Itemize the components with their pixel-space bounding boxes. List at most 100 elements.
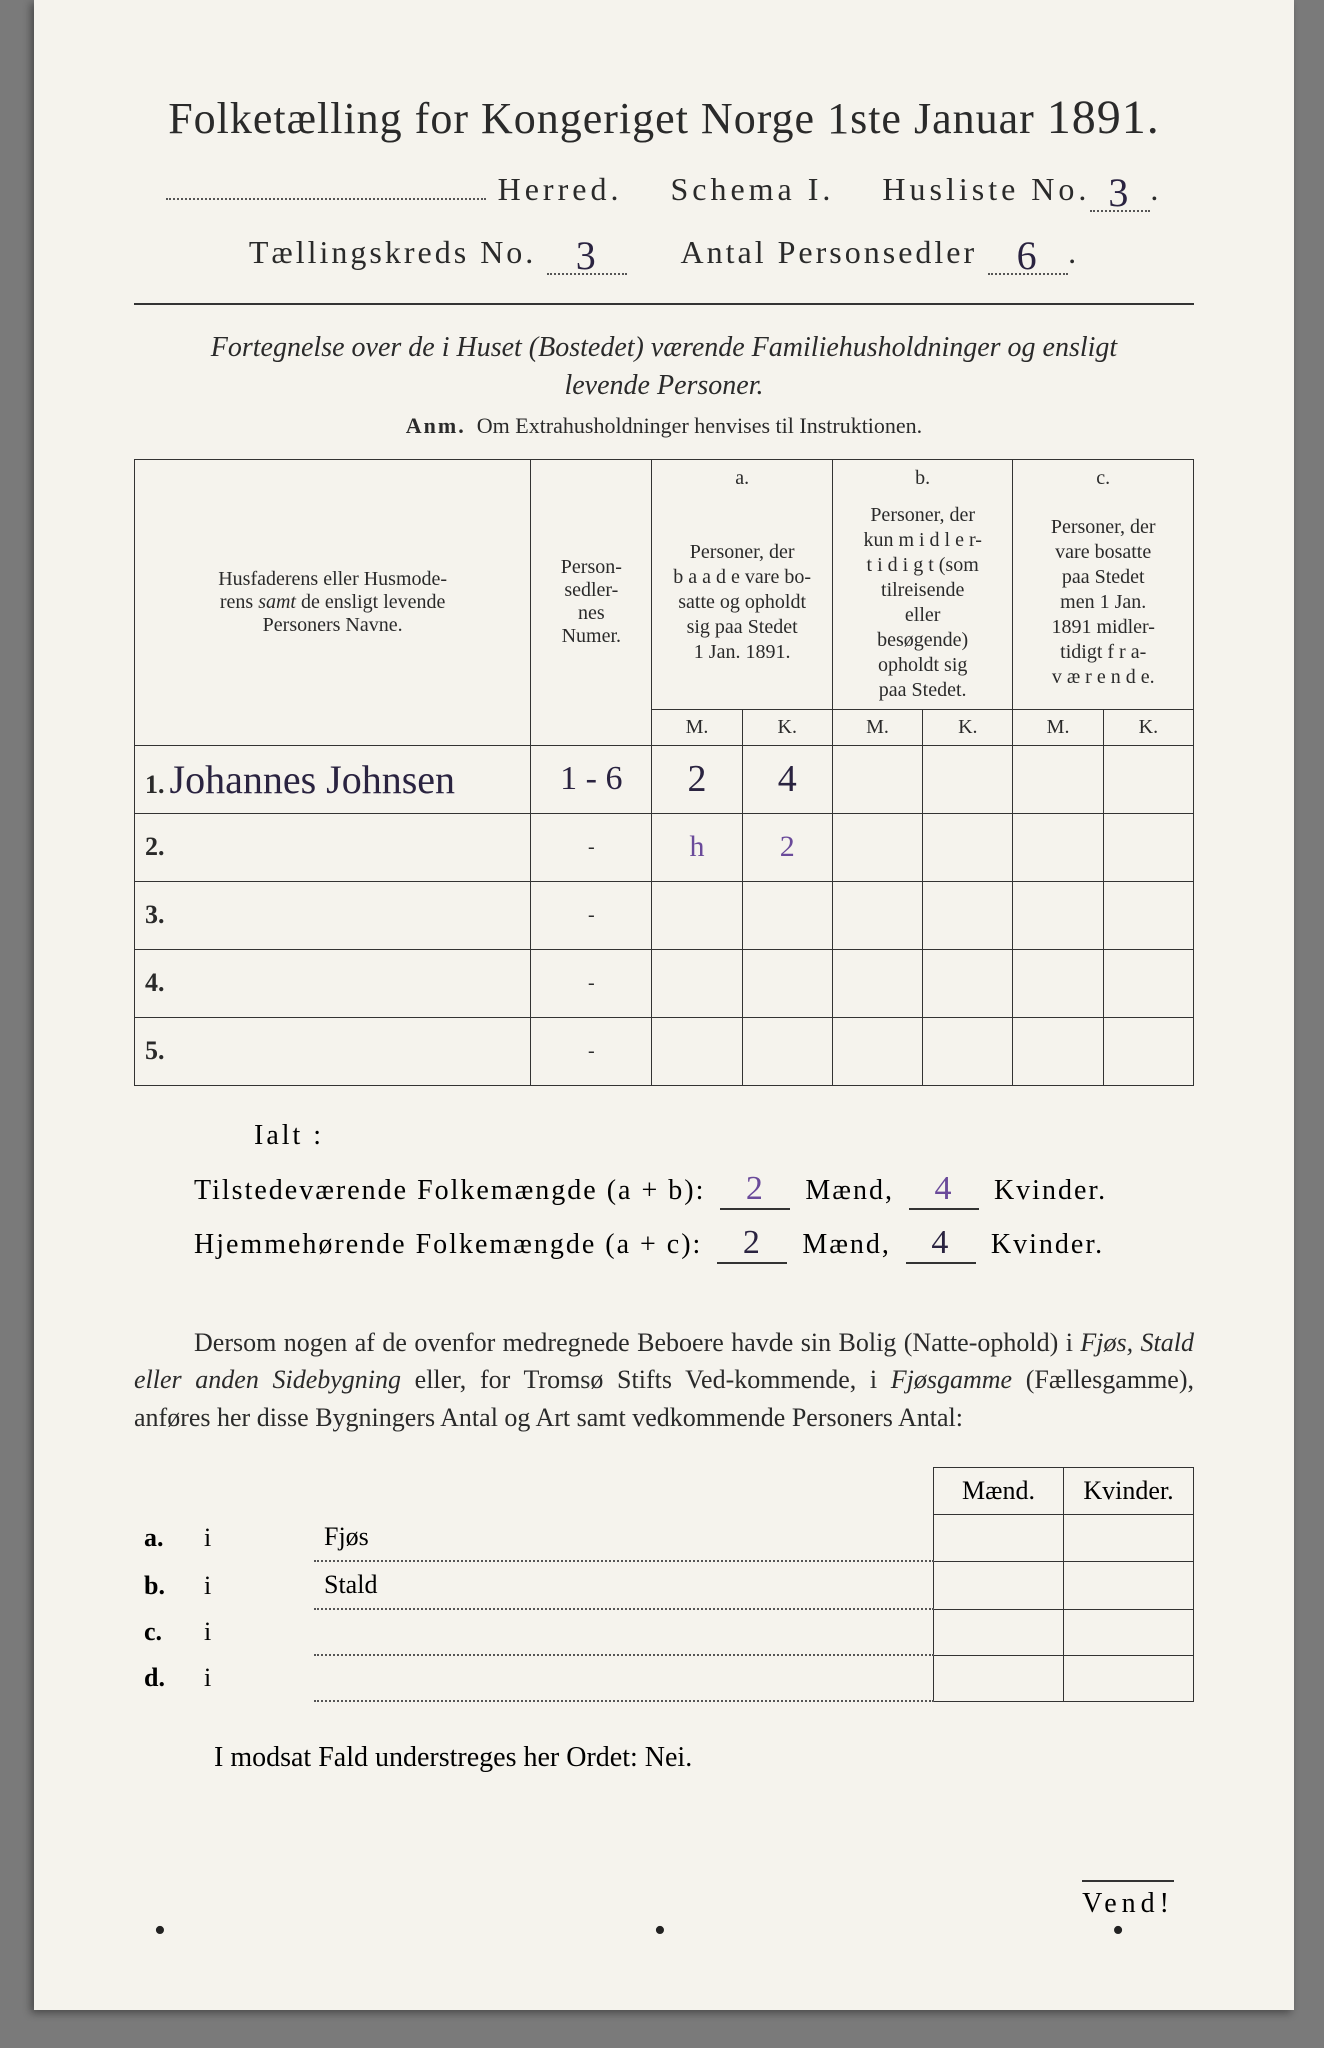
row-name[interactable]: 1. Johannes Johnsen <box>135 745 531 813</box>
sr-typ[interactable] <box>314 1655 934 1701</box>
row-bK[interactable] <box>923 1017 1013 1085</box>
sr-m[interactable] <box>934 1655 1064 1701</box>
row-bM[interactable] <box>832 881 922 949</box>
paragraph: Dersom nogen af de ovenfor medregnede Be… <box>134 1324 1194 1437</box>
v: h <box>690 830 705 863</box>
side-row: b. i Stald <box>134 1561 1194 1609</box>
row-aK[interactable] <box>742 881 832 949</box>
antal-field[interactable]: 6 <box>988 226 1068 275</box>
h-cK: K. <box>1103 709 1193 745</box>
row-bK[interactable] <box>923 949 1013 1017</box>
hb8: paa Stedet. <box>879 679 967 701</box>
row-cK[interactable] <box>1103 881 1193 949</box>
row-name[interactable]: 2. <box>135 813 531 881</box>
v: 4 <box>778 758 797 800</box>
maend-label-2: Mænd, <box>802 1229 891 1260</box>
sr-i: i <box>194 1655 314 1701</box>
sr-lbl: b. <box>134 1561 194 1609</box>
sr-k[interactable] <box>1064 1655 1194 1701</box>
side-row: d. i <box>134 1655 1194 1701</box>
row-num[interactable]: - <box>531 949 652 1017</box>
sr-m[interactable] <box>934 1561 1064 1609</box>
row-bM[interactable] <box>832 1017 922 1085</box>
row-aM[interactable]: h <box>652 813 742 881</box>
row-name[interactable]: 4. <box>135 949 531 1017</box>
row-bM[interactable] <box>832 813 922 881</box>
sum2-k-field[interactable]: 4 <box>906 1224 976 1264</box>
h-aM: M. <box>652 709 742 745</box>
row-bK[interactable] <box>923 881 1013 949</box>
herred-label: Herred. <box>498 171 623 207</box>
ink-mark-icon: • <box>1112 1912 1124 1950</box>
sr-m[interactable] <box>934 1609 1064 1655</box>
row-bM[interactable] <box>832 949 922 1017</box>
kvinder-label: Kvinder. <box>994 1175 1107 1206</box>
row-bM[interactable] <box>832 745 922 813</box>
row-aM[interactable] <box>652 1017 742 1085</box>
sr-typ[interactable]: Fjøs <box>314 1514 934 1561</box>
row-bK[interactable] <box>923 745 1013 813</box>
hc4: men 1 Jan. <box>1060 591 1146 613</box>
row-cK[interactable] <box>1103 1017 1193 1085</box>
row-cM[interactable] <box>1013 949 1103 1017</box>
sum1-m-field[interactable]: 2 <box>720 1170 790 1210</box>
header-line-2: Herred. Schema I. Husliste No.3. <box>134 163 1194 212</box>
v: - <box>588 904 595 926</box>
h-num-3: nes <box>578 602 605 624</box>
side-maend: Mænd. <box>934 1467 1064 1514</box>
row-bK[interactable] <box>923 813 1013 881</box>
head-c-label: c. <box>1013 459 1194 497</box>
v: 2 <box>688 758 707 800</box>
row-name[interactable]: 3. <box>135 881 531 949</box>
sr-k[interactable] <box>1064 1514 1194 1561</box>
hb6: besøgende) <box>877 629 968 651</box>
row-aK[interactable]: 2 <box>742 813 832 881</box>
row-cM[interactable] <box>1013 881 1103 949</box>
kreds-no-field[interactable]: 3 <box>547 226 627 275</box>
sr-k[interactable] <box>1064 1561 1194 1609</box>
row-aK[interactable] <box>742 949 832 1017</box>
row-aK[interactable]: 4 <box>742 745 832 813</box>
hb1: Personer, der <box>870 504 975 526</box>
husliste-label: Husliste No. <box>882 171 1090 207</box>
row-num[interactable]: - <box>531 881 652 949</box>
v: 2 <box>780 830 795 863</box>
row-name[interactable]: 5. <box>135 1017 531 1085</box>
herred-blank[interactable] <box>166 198 486 200</box>
row-cM[interactable] <box>1013 745 1103 813</box>
head-name-1: Husfaderens eller Husmode- <box>218 568 447 590</box>
table-row: 4. - <box>135 949 1194 1017</box>
row-cM[interactable] <box>1013 813 1103 881</box>
row-cK[interactable] <box>1103 745 1193 813</box>
row-aM[interactable]: 2 <box>652 745 742 813</box>
sr-m[interactable] <box>934 1514 1064 1561</box>
hb4: tilreisende <box>881 579 964 601</box>
row-aK[interactable] <box>742 1017 832 1085</box>
row-num[interactable]: - <box>531 1017 652 1085</box>
antal-value: 6 <box>1017 233 1040 278</box>
sum1-k-field[interactable]: 4 <box>909 1170 979 1210</box>
husliste-no-value: 3 <box>1108 170 1132 215</box>
sum-line-1: Tilstedeværende Folkemængde (a + b): 2 M… <box>194 1170 1194 1210</box>
row-num[interactable]: 1 - 6 <box>531 745 652 813</box>
table-row: 2. - h 2 <box>135 813 1194 881</box>
row-cM[interactable] <box>1013 1017 1103 1085</box>
row-cK[interactable] <box>1103 813 1193 881</box>
sr-typ[interactable] <box>314 1609 934 1655</box>
anm-label: Anm. <box>406 413 466 438</box>
kreds-no-value: 3 <box>576 233 599 278</box>
row-num[interactable]: - <box>531 813 652 881</box>
row-aM[interactable] <box>652 949 742 1017</box>
side-kvinder: Kvinder. <box>1064 1467 1194 1514</box>
husliste-no-field[interactable]: 3 <box>1090 163 1150 212</box>
sum2-label: Hjemmehørende Folkemængde (a + c): <box>194 1229 702 1260</box>
kreds-label: Tællingskreds No. <box>249 234 536 270</box>
sum2-m-field[interactable]: 2 <box>717 1224 787 1264</box>
row-n: 1. <box>145 770 165 799</box>
row-aM[interactable] <box>652 881 742 949</box>
sr-lbl: d. <box>134 1655 194 1701</box>
row-cK[interactable] <box>1103 949 1193 1017</box>
sr-k[interactable] <box>1064 1609 1194 1655</box>
sr-typ[interactable]: Stald <box>314 1561 934 1609</box>
hb3: t i d i g t (som <box>867 554 979 576</box>
